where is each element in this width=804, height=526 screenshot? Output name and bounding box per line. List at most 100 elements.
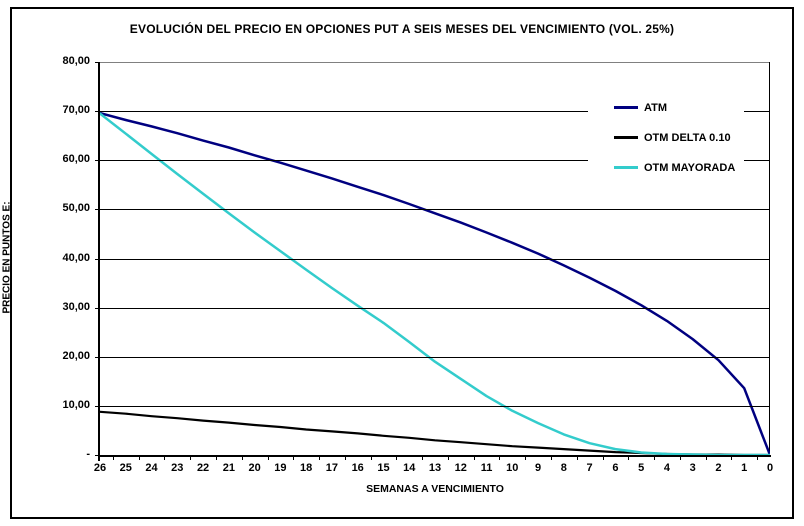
x-tick-label: 10 <box>506 462 519 474</box>
legend-item-atm: ATM <box>588 95 744 120</box>
x-tick-mark <box>370 455 372 460</box>
y-tick-label: 20,00 <box>62 349 90 362</box>
x-tick-mark <box>550 455 552 460</box>
x-tick-label: 9 <box>535 462 542 474</box>
x-tick-label: 0 <box>766 462 774 474</box>
y-tick-mark <box>95 455 100 456</box>
y-axis-line <box>98 62 100 461</box>
y-tick-mark <box>95 111 100 113</box>
y-tick-label: 40,00 <box>62 251 90 264</box>
legend-label: ATM <box>644 101 668 114</box>
y-tick-label: 10,00 <box>62 398 90 411</box>
x-tick-mark <box>473 455 475 460</box>
x-tick-mark <box>499 455 501 460</box>
gridline <box>100 111 770 113</box>
chart-title: EVOLUCIÓN DEL PRECIO EN OPCIONES PUT A S… <box>129 22 675 36</box>
x-tick-label: 12 <box>454 462 467 474</box>
series-line-otm-delta-0-10 <box>100 410 770 455</box>
x-tick-mark <box>628 455 630 460</box>
x-tick-label: 14 <box>403 462 416 474</box>
chart-frame <box>10 7 794 519</box>
y-tick-mark <box>95 356 100 358</box>
x-tick-label: 19 <box>274 462 287 474</box>
x-tick-label: 24 <box>145 462 158 474</box>
x-tick-label: 8 <box>560 462 567 474</box>
x-tick-label: 11 <box>480 462 493 474</box>
y-tick-mark <box>95 307 100 309</box>
gridline <box>100 209 770 211</box>
x-tick-mark <box>705 455 707 460</box>
y-axis-title: PRECIO EN PUNTOS E: <box>1 201 13 314</box>
gridline <box>100 405 770 407</box>
x-tick-label: 13 <box>428 462 442 474</box>
x-tick-mark <box>138 455 140 460</box>
x-tick-label: 6 <box>612 462 619 474</box>
legend-item-otm-mayorada: OTM MAYORADA <box>588 155 744 180</box>
x-tick-label: 17 <box>325 462 339 474</box>
otm-mayorada-line-swatch-icon <box>614 166 638 169</box>
legend-label: OTM MAYORADA <box>644 161 736 174</box>
y-tick-label: 60,00 <box>62 153 90 166</box>
x-tick-label: 3 <box>689 462 696 474</box>
x-tick-label: 2 <box>715 462 722 474</box>
x-tick-label: 5 <box>638 462 645 474</box>
x-tick-mark <box>757 455 759 460</box>
y-tick-label: 50,00 <box>62 202 90 215</box>
x-tick-label: 4 <box>663 462 670 474</box>
y-tick-label: 80,00 <box>62 55 90 67</box>
otm-delta-line-swatch-icon <box>614 136 638 139</box>
x-tick-label: 1 <box>741 462 748 474</box>
x-tick-label: 18 <box>300 462 313 474</box>
gridline <box>100 307 770 309</box>
y-tick-mark <box>95 258 100 260</box>
x-tick-mark <box>267 455 269 460</box>
plot-area <box>98 62 771 461</box>
x-tick-label: 26 <box>93 462 107 474</box>
x-tick-mark <box>525 455 527 460</box>
gridline <box>100 356 770 358</box>
y-tick-mark <box>95 405 100 407</box>
y-tick-label: - <box>86 448 90 460</box>
x-tick-mark <box>190 455 192 460</box>
x-tick-mark <box>447 455 449 460</box>
plot-top-border <box>100 62 770 63</box>
x-tick-label: 23 <box>171 462 184 474</box>
y-tick-label: 70,00 <box>62 104 90 117</box>
x-tick-mark <box>679 455 681 460</box>
x-tick-label: 25 <box>119 462 132 474</box>
gridline <box>100 160 770 162</box>
x-tick-mark <box>396 455 398 460</box>
x-tick-label: 20 <box>248 462 261 474</box>
series-line-atm <box>100 111 770 455</box>
x-axis-line <box>98 455 771 457</box>
x-tick-label: 21 <box>222 462 235 474</box>
x-tick-mark <box>576 455 578 460</box>
y-tick-mark <box>95 160 100 162</box>
series-line-otm-mayorada <box>100 112 770 455</box>
legend-item-otm-delta: OTM DELTA 0.10 <box>588 125 744 150</box>
gridline <box>100 258 770 260</box>
y-tick-mark <box>95 209 100 211</box>
x-tick-mark <box>602 455 604 460</box>
x-tick-mark <box>731 455 733 460</box>
x-tick-label: 15 <box>377 462 390 474</box>
x-axis-title: SEMANAS A VENCIMIENTO <box>366 483 504 495</box>
line-series-svg <box>100 111 770 455</box>
x-tick-mark <box>319 455 321 460</box>
legend: ATM OTM DELTA 0.10 OTM MAYORADA <box>588 94 744 174</box>
legend-label: OTM DELTA 0.10 <box>644 131 731 144</box>
x-tick-label: 16 <box>351 462 364 474</box>
x-tick-mark <box>241 455 243 460</box>
x-tick-label: 22 <box>196 462 210 474</box>
x-tick-mark <box>112 455 114 460</box>
atm-line-swatch-icon <box>614 106 638 109</box>
x-tick-mark <box>422 455 424 460</box>
x-tick-mark <box>344 455 346 460</box>
x-tick-mark <box>293 455 295 460</box>
x-tick-mark <box>164 455 166 460</box>
y-tick-mark <box>95 62 100 63</box>
x-tick-mark <box>654 455 656 460</box>
x-tick-mark <box>215 455 217 460</box>
x-tick-label: 7 <box>586 462 593 474</box>
